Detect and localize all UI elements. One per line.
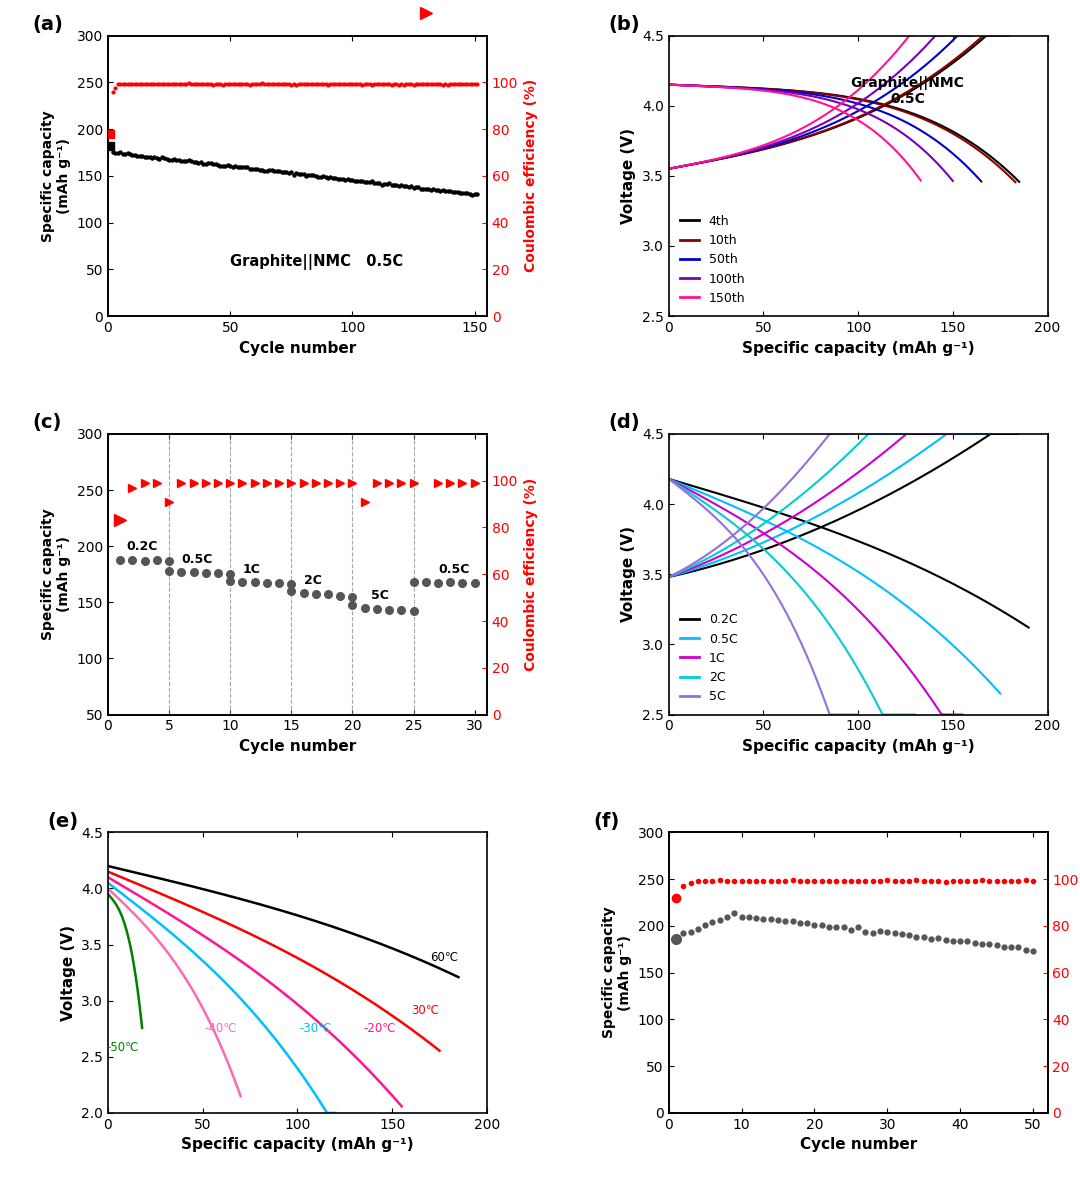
Text: 2C: 2C (303, 574, 322, 587)
Y-axis label: Specific capacity
(mAh g⁻¹): Specific capacity (mAh g⁻¹) (41, 110, 71, 242)
X-axis label: Specific capacity (mAh g⁻¹): Specific capacity (mAh g⁻¹) (742, 739, 974, 754)
Text: (e): (e) (48, 812, 79, 831)
X-axis label: Cycle number: Cycle number (239, 341, 356, 355)
Text: 1C: 1C (242, 564, 260, 577)
Text: -30℃: -30℃ (299, 1022, 332, 1035)
X-axis label: Specific capacity (mAh g⁻¹): Specific capacity (mAh g⁻¹) (181, 1138, 414, 1152)
Text: 5C: 5C (370, 588, 389, 601)
X-axis label: Cycle number: Cycle number (799, 1138, 917, 1152)
Legend: 4th, 10th, 50th, 100th, 150th: 4th, 10th, 50th, 100th, 150th (675, 210, 751, 310)
Text: (c): (c) (32, 413, 62, 432)
Legend: 0.2C, 0.5C, 1C, 2C, 5C: 0.2C, 0.5C, 1C, 2C, 5C (675, 609, 742, 708)
Y-axis label: Voltage (V): Voltage (V) (60, 925, 76, 1021)
Text: (b): (b) (608, 15, 639, 34)
Text: (a): (a) (32, 15, 63, 34)
Text: Graphite||NMC   0.5C: Graphite||NMC 0.5C (230, 253, 403, 270)
Text: 0.2C: 0.2C (126, 540, 158, 553)
Text: (d): (d) (608, 413, 639, 432)
Text: 60℃: 60℃ (430, 952, 458, 965)
Text: 0.5C: 0.5C (438, 564, 470, 577)
Text: 30℃: 30℃ (411, 1004, 440, 1017)
Y-axis label: Coulombic efficiency (%): Coulombic efficiency (%) (524, 477, 538, 671)
Y-axis label: Voltage (V): Voltage (V) (621, 128, 636, 224)
Y-axis label: Specific capacity
(mAh g⁻¹): Specific capacity (mAh g⁻¹) (41, 508, 71, 641)
Text: -40℃: -40℃ (204, 1022, 237, 1035)
Text: Graphite||NMC
0.5C: Graphite||NMC 0.5C (850, 76, 964, 105)
Text: (f): (f) (593, 812, 619, 831)
Y-axis label: Voltage (V): Voltage (V) (621, 526, 636, 623)
Y-axis label: Coulombic efficiency (%): Coulombic efficiency (%) (524, 79, 538, 272)
X-axis label: Cycle number: Cycle number (239, 739, 356, 754)
Y-axis label: Specific capacity
(mAh g⁻¹): Specific capacity (mAh g⁻¹) (602, 907, 632, 1038)
Text: -20℃: -20℃ (364, 1022, 396, 1035)
Text: -50℃: -50℃ (106, 1041, 138, 1054)
Text: 0.5C: 0.5C (181, 553, 213, 566)
X-axis label: Specific capacity (mAh g⁻¹): Specific capacity (mAh g⁻¹) (742, 341, 974, 355)
